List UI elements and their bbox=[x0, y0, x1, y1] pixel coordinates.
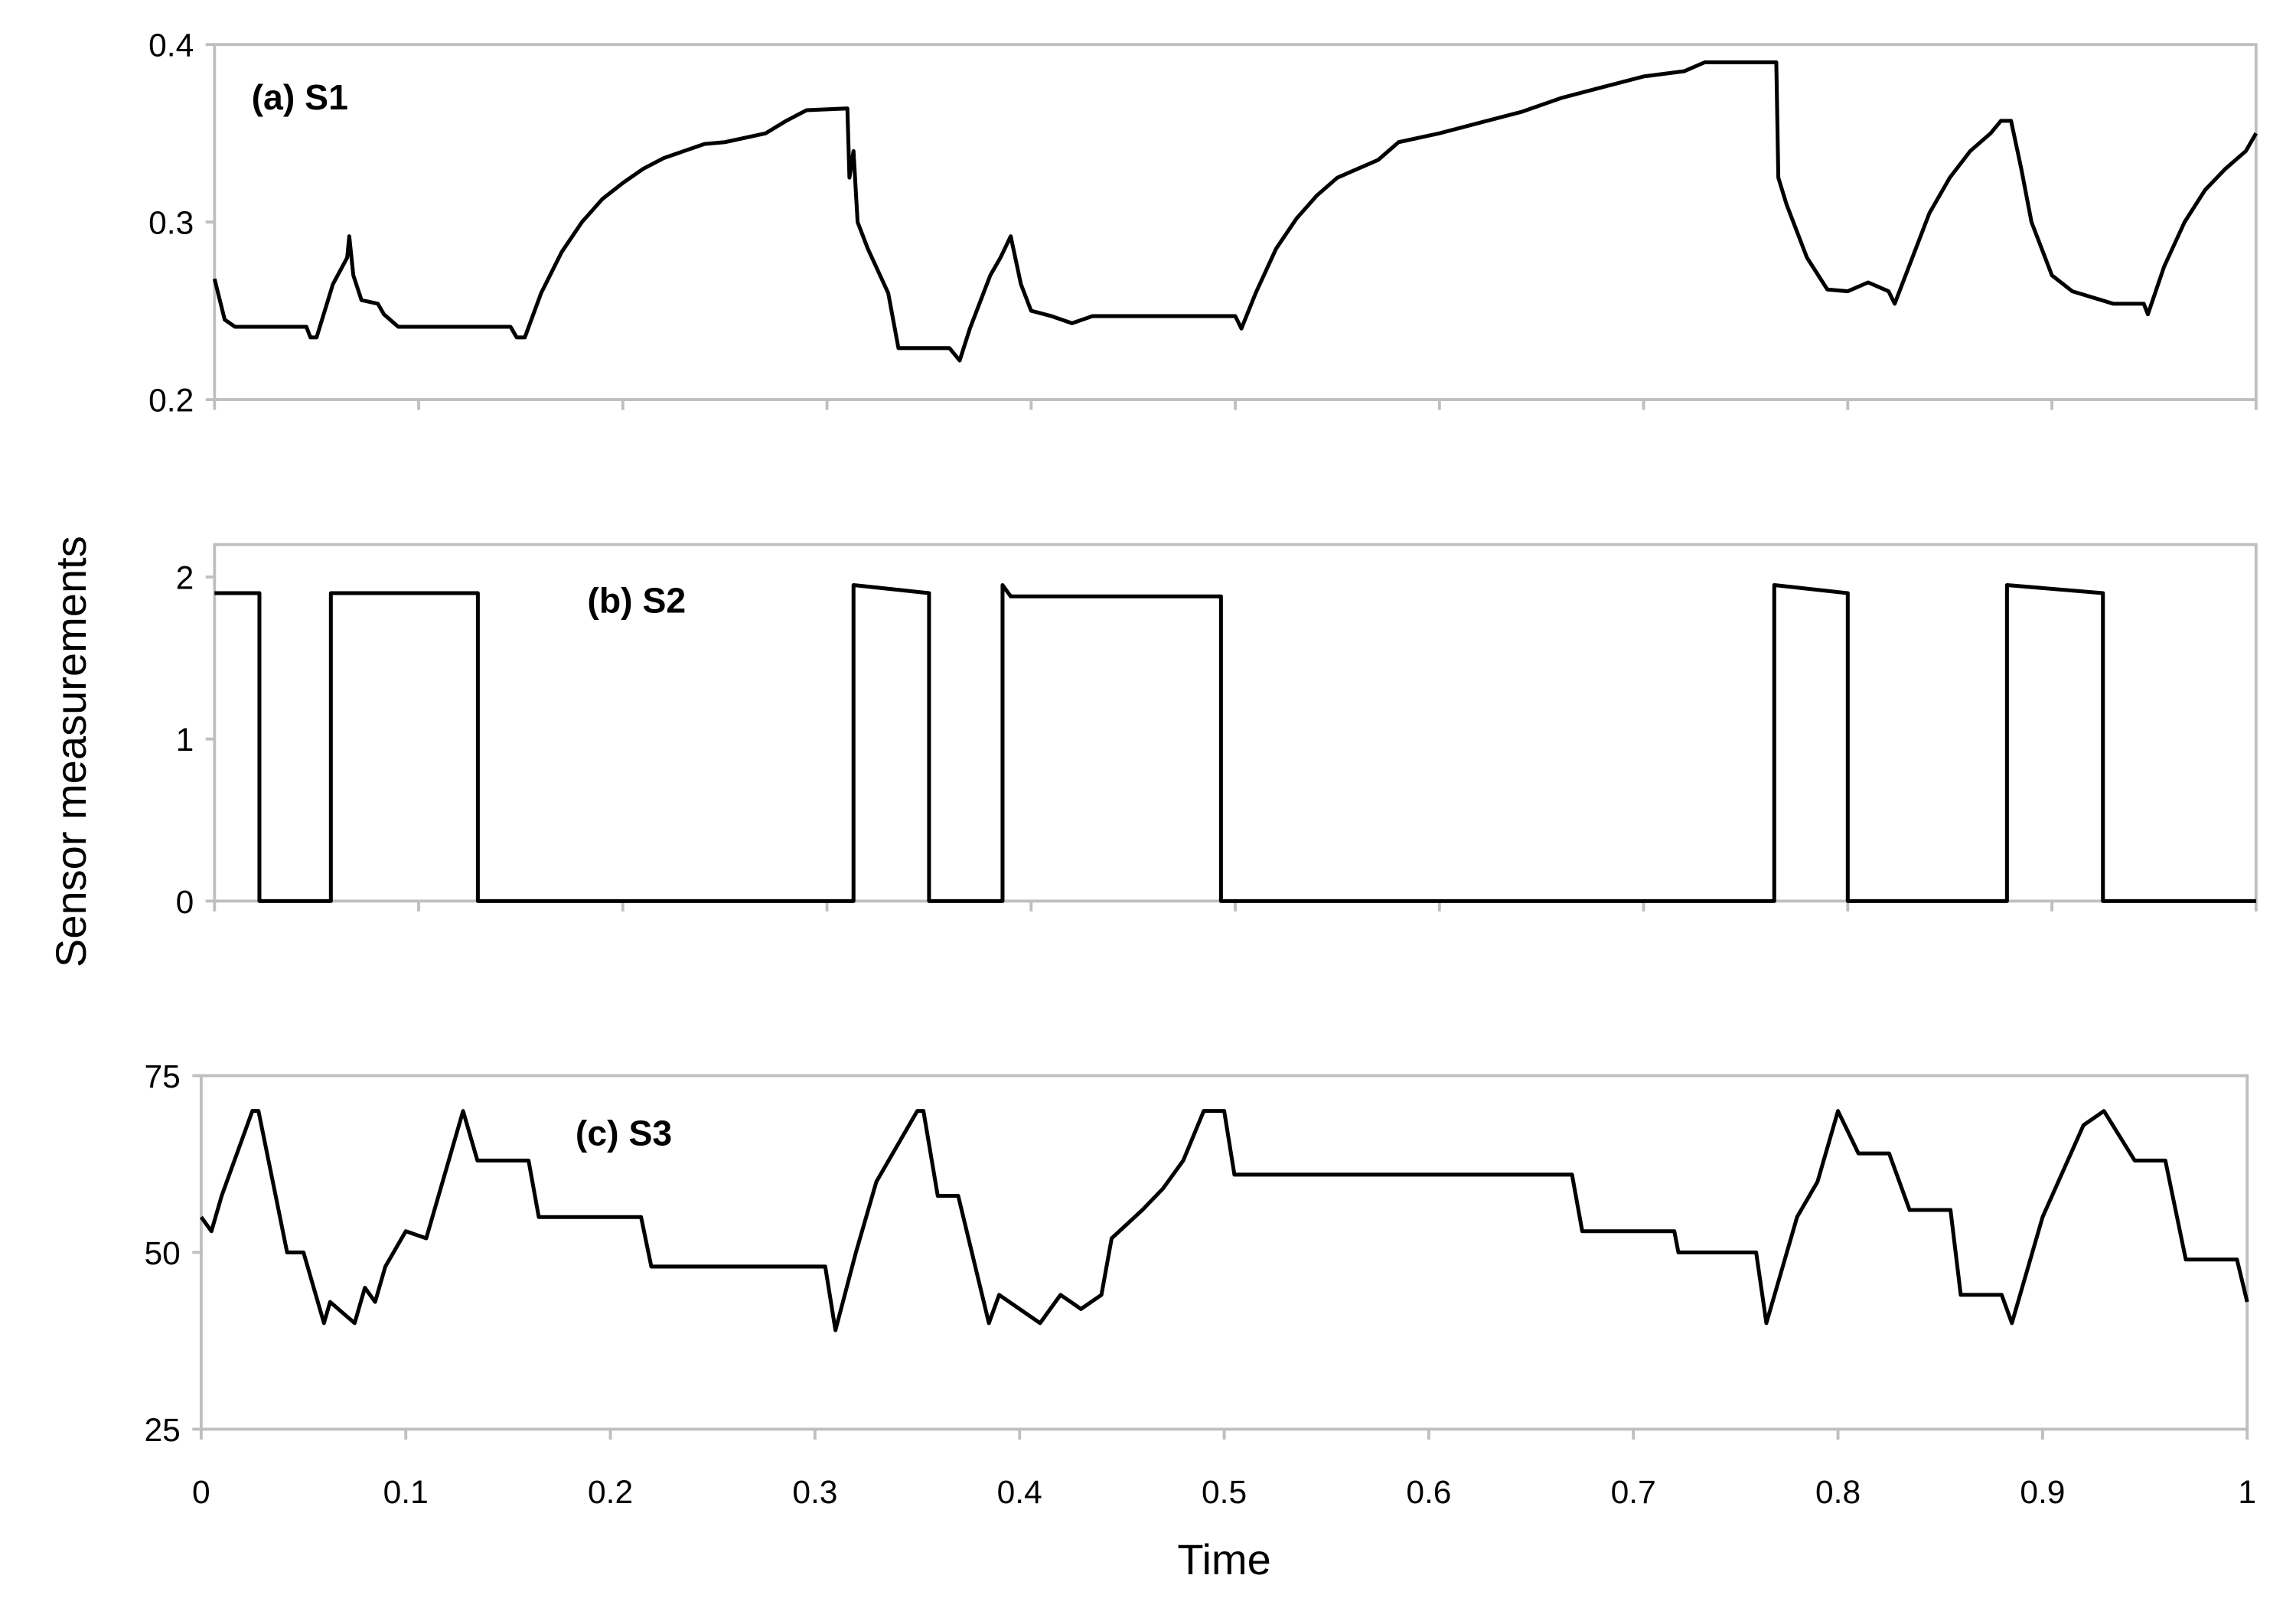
y-tick-label: 25 bbox=[145, 1413, 181, 1449]
x-tick-label: 0.9 bbox=[2020, 1475, 2065, 1511]
x-tick-label: 0.3 bbox=[792, 1475, 837, 1511]
y-tick-label: 50 bbox=[145, 1236, 181, 1272]
x-axis-label: Time bbox=[1177, 1535, 1270, 1583]
y-tick-label: 0.3 bbox=[148, 206, 194, 242]
x-tick-label: 0.1 bbox=[383, 1475, 429, 1511]
x-tick-label: 0 bbox=[192, 1475, 210, 1511]
data-line bbox=[214, 582, 2256, 903]
x-tick-label: 0.6 bbox=[1406, 1475, 1451, 1511]
x-tick-label: 1 bbox=[2238, 1475, 2256, 1511]
y-tick-label: 2 bbox=[176, 560, 194, 596]
y-axis-label: Sensor measurements bbox=[47, 536, 95, 967]
plot-frame bbox=[213, 543, 2258, 903]
x-tick-label: 0.4 bbox=[997, 1475, 1042, 1511]
y-tick-label: 0.4 bbox=[148, 28, 194, 64]
panel-label: (c) S3 bbox=[576, 1113, 672, 1153]
y-tick-label: 0 bbox=[176, 885, 194, 921]
x-tick-label: 0.8 bbox=[1815, 1475, 1861, 1511]
data-line bbox=[199, 1109, 2249, 1332]
panel-label: (a) S1 bbox=[252, 77, 348, 117]
panel-label: (b) S2 bbox=[587, 580, 686, 620]
y-tick-label: 1 bbox=[176, 722, 194, 758]
x-tick-label: 0.5 bbox=[1202, 1475, 1247, 1511]
y-tick-label: 0.2 bbox=[148, 383, 194, 419]
x-tick-label: 0.7 bbox=[1611, 1475, 1656, 1511]
data-line bbox=[212, 60, 2258, 363]
y-tick-label: 75 bbox=[145, 1059, 181, 1095]
plot-frame bbox=[199, 1074, 2249, 1431]
plot-frame bbox=[213, 43, 2258, 402]
x-tick-label: 0.2 bbox=[588, 1475, 633, 1511]
